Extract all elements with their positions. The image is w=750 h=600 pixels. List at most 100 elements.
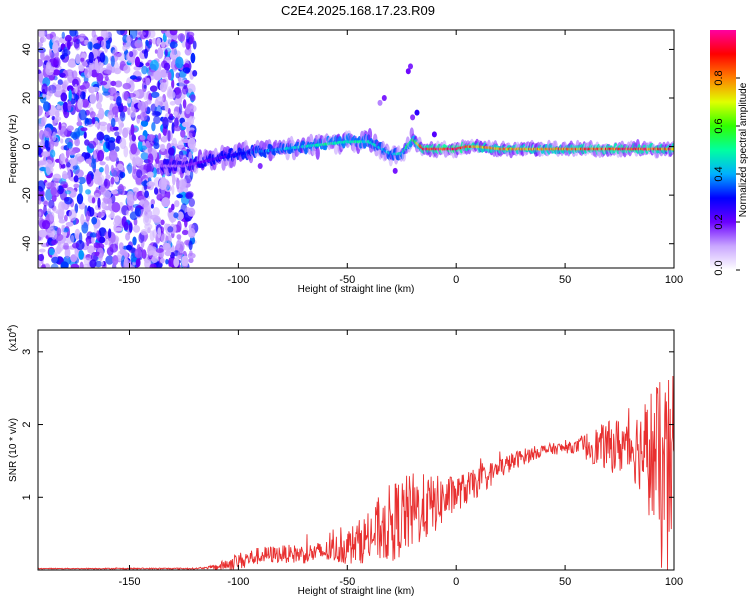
spectrogram-noise-blob [171, 184, 175, 195]
spectrogram-noise-blob [83, 131, 87, 139]
spectrogram-noise-blob [67, 170, 71, 180]
spectrogram-noise-blob [38, 180, 46, 192]
spectrogram-noise-blob [131, 134, 136, 142]
spectrogram-noise-blob [76, 193, 84, 205]
spectrogram-noise-blob [91, 235, 95, 245]
spectrogram-noise-blob [78, 183, 83, 195]
spectrogram-noise-blob [111, 106, 119, 115]
spectrogram-noise-blob [54, 117, 60, 124]
spectrogram-noise-blob [147, 153, 154, 165]
spectrogram-noise-blob [110, 80, 117, 87]
spectrogram-noise-blob [56, 227, 62, 236]
spectrogram-noise-blob [81, 98, 90, 108]
spectrogram-noise-blob [123, 259, 131, 268]
spectrogram-noise-blob [189, 116, 196, 121]
spectrogram-noise-blob [45, 33, 54, 40]
spectrogram-noise-blob [141, 249, 147, 259]
spectrogram-noise-blob [155, 248, 164, 253]
spectrogram-noise-blob [43, 204, 47, 216]
spectrogram-noise-blob [48, 90, 53, 97]
spectrogram-noise-blob [139, 111, 148, 122]
spectrogram-noise-blob [132, 191, 138, 202]
spectrogram-x-tick-label: 0 [453, 274, 459, 286]
spectrogram-noise-blob [99, 161, 106, 166]
spectrogram-noise-blob [116, 30, 125, 36]
spectrogram-noise-blob [108, 214, 115, 219]
spectrogram-noise-blob [180, 129, 186, 138]
spectrogram-noise-blob [51, 116, 55, 121]
spectrogram-noise-blob [98, 236, 106, 244]
spectrogram-noise-blob [113, 227, 123, 232]
spectrogram-noise-blob [163, 62, 171, 71]
spectrogram-noise-blob [73, 183, 80, 189]
spectrogram-noise-blob [119, 137, 127, 150]
snr-y-tick-label: 1 [21, 494, 33, 500]
spectrogram-noise-blob [110, 117, 116, 128]
spectrogram-ridge-halo [315, 146, 320, 160]
spectrogram-noise-blob [135, 76, 142, 81]
spectrogram-noise-blob [169, 30, 178, 36]
spectrogram-noise-blob [157, 227, 162, 239]
spectrogram-noise-blob [132, 236, 137, 246]
spectrogram-noise-blob [60, 138, 64, 144]
chart-title: C2E4.2025.168.17.23.R09 [281, 3, 435, 18]
spectrogram-noise-blob [139, 135, 146, 141]
spectrogram-noise-blob [80, 213, 85, 226]
spectrogram-noise-blob [51, 256, 60, 264]
spectrogram-noise-blob [98, 252, 103, 262]
spectrogram-noise-blob [176, 211, 184, 221]
spectrogram-noise-blob [103, 69, 112, 74]
spectrogram-noise-blob [126, 35, 131, 43]
spectrogram-noise-blob [87, 41, 93, 50]
spectrogram-noise-blob [116, 96, 122, 107]
spectrogram-noise-blob [125, 210, 130, 216]
spectrogram-y-tick-label: -40 [21, 236, 33, 252]
spectrogram-noise-blob [67, 141, 73, 149]
spectrogram-noise-blob [38, 69, 42, 74]
spectrogram-noise-blob [49, 149, 56, 158]
spectrogram-noise-blob [59, 188, 67, 201]
spectrogram-noise-blob [64, 214, 68, 222]
spectrogram-noise-blob [81, 222, 89, 234]
spectrogram-noise-blob [151, 255, 159, 264]
spectrogram-noise-blob [153, 215, 161, 225]
colorbar-tick-label: 0.8 [713, 70, 725, 85]
spectrogram-noise-blob [118, 183, 124, 195]
spectrogram-noise-blob [144, 201, 152, 213]
spectrogram-noise-blob [91, 197, 96, 204]
spectrogram-noise-blob [177, 33, 186, 42]
spectrogram-noise-blob [179, 103, 183, 115]
spectrogram-x-label: Height of straight line (km) [298, 284, 415, 295]
spectrogram-noise-blob [120, 111, 126, 122]
spectrogram-noise-blob [112, 255, 119, 266]
spectrogram-noise-blob [78, 65, 85, 72]
snr-y-tick-label: 3 [21, 349, 33, 355]
spectrogram-noise-blob [153, 70, 162, 81]
spectrogram-noise-blob [177, 140, 184, 149]
spectrogram-noise-blob [109, 95, 114, 101]
spectrogram-noise-blob [58, 121, 62, 131]
spectrogram-noise-blob [94, 192, 100, 199]
spectrogram-noise-blob [93, 150, 97, 160]
spectrogram-noise-blob [47, 208, 52, 215]
spectrogram-noise-blob [122, 82, 132, 90]
spectrogram-noise-blob [156, 47, 164, 59]
spectrogram-noise-blob [140, 229, 148, 236]
spectrogram-noise-blob [51, 239, 58, 246]
spectrogram-noise-blob [151, 110, 161, 117]
spectrogram-noise-blob [134, 39, 143, 49]
spectrogram-noise-blob [177, 249, 184, 260]
snr-x-tick-label: 0 [453, 576, 459, 588]
spectrogram-noise-blob [161, 135, 168, 143]
spectrogram-noise-blob [176, 177, 180, 190]
spectrogram-noise-blob [129, 30, 138, 39]
spectrogram-noise-blob [46, 227, 56, 238]
spectrogram-noise-blob [67, 100, 72, 112]
spectrogram-noise-blob [192, 40, 197, 50]
spectrogram-noise-blob [175, 72, 180, 79]
spectrogram-noise-blob [184, 48, 192, 56]
spectrogram-noise-blob [127, 92, 137, 98]
spectrogram-noise-blob [129, 75, 138, 80]
spectrogram-noise-blob [109, 125, 116, 132]
spectrogram-noise-blob [38, 129, 45, 141]
